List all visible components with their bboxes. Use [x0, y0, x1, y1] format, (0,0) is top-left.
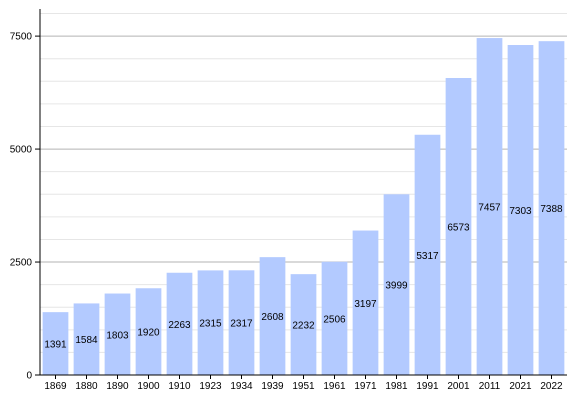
data-label-1934: 2317	[230, 319, 253, 330]
x-tick-label-1923: 1923	[199, 381, 222, 392]
x-tick-label-1951: 1951	[292, 381, 315, 392]
x-tick-label-2011: 2011	[479, 381, 501, 392]
bar-2001	[445, 77, 472, 376]
x-tick-label-1890: 1890	[106, 381, 129, 392]
bar-2022	[538, 41, 565, 376]
data-label-2011: 7457	[478, 203, 501, 214]
bar-1910	[166, 272, 193, 375]
axes	[35, 9, 567, 379]
x-tick-label-2001: 2001	[447, 381, 470, 392]
bar-1939	[259, 257, 286, 375]
bar-1961	[321, 261, 348, 375]
bars	[42, 38, 565, 376]
data-label-1910: 2263	[168, 320, 191, 331]
data-label-1981: 3999	[385, 281, 408, 292]
bar-2011	[476, 38, 503, 375]
data-label-1923: 2315	[199, 319, 222, 330]
y-tick-label: 5000	[10, 145, 33, 156]
data-label-2021: 7303	[509, 206, 532, 217]
x-tick-label-1910: 1910	[168, 381, 191, 392]
data-label-1890: 1803	[106, 330, 129, 341]
x-tick-label-2022: 2022	[540, 381, 563, 392]
x-tick-label-1961: 1961	[323, 381, 346, 392]
x-tick-label-1900: 1900	[137, 381, 160, 392]
data-label-1971: 3197	[354, 299, 377, 310]
x-tick-label-1991: 1991	[416, 381, 439, 392]
y-tick-label: 0	[26, 371, 32, 382]
bar-1880	[73, 303, 100, 375]
y-tick-label: 7500	[10, 32, 33, 43]
bar-1934	[228, 270, 255, 375]
bar-2021	[507, 45, 534, 375]
x-tick-label-1981: 1981	[385, 381, 408, 392]
data-label-1939: 2608	[261, 312, 284, 323]
data-label-1961: 2506	[323, 314, 346, 325]
bar-1991	[414, 134, 441, 375]
bar-1951	[290, 274, 317, 375]
y-tick-label: 2500	[10, 258, 33, 269]
bar-1981	[383, 194, 410, 375]
bar-1971	[352, 230, 379, 375]
data-label-2022: 7388	[540, 204, 563, 215]
bar-1890	[104, 293, 131, 375]
data-label-1991: 5317	[416, 251, 439, 262]
x-tick-label-1869: 1869	[44, 381, 67, 392]
bar-1869	[42, 312, 69, 375]
x-tick-label-1934: 1934	[230, 381, 253, 392]
x-tick-label-1939: 1939	[261, 381, 284, 392]
bar-1923	[197, 270, 224, 375]
data-label-1880: 1584	[75, 335, 98, 346]
x-tick-label-1880: 1880	[75, 381, 98, 392]
bar-1900	[135, 288, 162, 375]
data-label-1951: 2232	[292, 321, 315, 332]
data-label-1900: 1920	[137, 328, 160, 339]
data-label-2001: 6573	[447, 222, 470, 233]
data-label-1869: 1391	[44, 340, 67, 351]
x-tick-label-2021: 2021	[509, 381, 532, 392]
labels: 0 2500 5000 7500 1391 1869 1584 1880 1803 1890 192…	[10, 32, 563, 392]
x-tick-label-1971: 1971	[354, 381, 377, 392]
